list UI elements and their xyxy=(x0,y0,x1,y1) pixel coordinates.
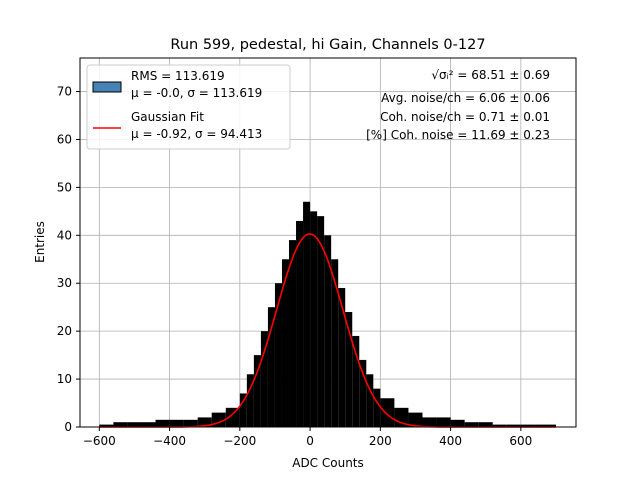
histogram-bar xyxy=(352,335,360,427)
histogram-bar xyxy=(359,359,367,427)
annotation-avg-noise: Avg. noise/ch = 6.06 ± 0.06 xyxy=(381,91,550,105)
x-tick-label: 600 xyxy=(509,434,532,448)
histogram-bar xyxy=(246,374,254,427)
histogram-bar xyxy=(303,201,311,427)
histogram-bar xyxy=(289,240,297,427)
histogram-bar xyxy=(520,424,535,427)
histogram-bar xyxy=(422,417,437,427)
histogram-bar xyxy=(324,235,332,427)
x-tick-label: 0 xyxy=(306,434,314,448)
legend: RMS = 113.619 μ = -0.0, σ = 113.619 Gaus… xyxy=(86,64,291,150)
annotation-coh-noise: Coh. noise/ch = 0.71 ± 0.01 xyxy=(380,110,550,124)
histogram-bar xyxy=(317,216,325,427)
plot-frame xyxy=(79,57,577,428)
histogram-bar xyxy=(127,422,142,427)
legend-label-rms: RMS = 113.619 xyxy=(131,69,225,83)
axis-ticks: −600 −400 −200 0 200 400 600 0 10 20 30 40 50 60 70 xyxy=(57,85,533,448)
chart-title: Run 599, pedestal, hi Gain, Channels 0-1… xyxy=(170,37,485,53)
histogram-bar xyxy=(274,283,282,427)
histogram-bar xyxy=(506,424,521,427)
histogram-bar xyxy=(225,407,240,427)
histogram-bar xyxy=(436,417,451,427)
x-tick-label: −200 xyxy=(223,434,256,448)
y-tick-label: 0 xyxy=(64,420,72,434)
y-tick-label: 50 xyxy=(57,180,72,194)
legend-histogram-patch xyxy=(92,81,122,93)
histogram-bar xyxy=(380,398,395,427)
y-tick-label: 60 xyxy=(57,132,72,146)
y-tick-label: 30 xyxy=(57,276,72,290)
x-axis-label: ADC Counts xyxy=(292,456,364,470)
histogram-bar xyxy=(534,424,556,427)
histogram-bar xyxy=(113,422,128,427)
x-tick-label: −400 xyxy=(153,434,186,448)
annotation-coh-noise-percent: [%] Coh. noise = 11.69 ± 0.23 xyxy=(366,128,550,142)
histogram-bar xyxy=(373,388,381,427)
histogram-bar xyxy=(338,288,346,427)
legend-label-fit: Gaussian Fit xyxy=(131,110,204,124)
x-tick-label: −600 xyxy=(83,434,116,448)
histogram-bar xyxy=(141,422,156,427)
y-tick-label: 20 xyxy=(57,324,72,338)
histogram-bar xyxy=(183,419,198,427)
y-tick-label: 70 xyxy=(57,85,72,99)
histogram-bar xyxy=(296,220,304,427)
stats-annotations: √σᵢ² = 68.51 ± 0.69 Avg. noise/ch = 6.06… xyxy=(366,68,550,142)
histogram-bar xyxy=(99,424,114,427)
histogram-bars xyxy=(99,201,556,427)
y-axis-label: Entries xyxy=(33,221,47,263)
histogram-bar xyxy=(239,393,247,427)
histogram-bar xyxy=(197,417,212,427)
x-tick-label: 400 xyxy=(439,434,462,448)
legend-label-mu-sigma: μ = -0.0, σ = 113.619 xyxy=(131,86,262,100)
histogram-bar xyxy=(478,422,493,427)
histogram-bar xyxy=(345,311,353,427)
legend-label-fit-params: μ = -0.92, σ = 94.413 xyxy=(131,127,262,141)
y-tick-label: 40 xyxy=(57,228,72,242)
x-tick-label: 200 xyxy=(369,434,392,448)
histogram-bar xyxy=(366,374,374,427)
histogram-bar xyxy=(464,422,479,427)
histogram-bar xyxy=(492,424,507,427)
histogram-bar xyxy=(155,419,170,427)
histogram-bar xyxy=(281,259,290,427)
histogram-bar xyxy=(260,331,268,427)
histogram-bar xyxy=(267,307,275,427)
histogram-bar xyxy=(169,419,184,427)
histogram-bar xyxy=(310,211,318,427)
histogram-bar xyxy=(331,259,339,427)
annotation-total-noise: √σᵢ² = 68.51 ± 0.69 xyxy=(431,68,550,82)
histogram-bar xyxy=(408,412,423,427)
y-tick-label: 10 xyxy=(57,372,72,386)
histogram-bar xyxy=(253,355,261,427)
legend-box xyxy=(86,64,291,150)
histogram-bar xyxy=(450,419,465,427)
